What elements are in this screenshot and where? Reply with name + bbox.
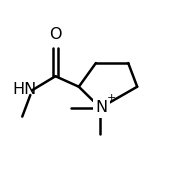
Text: N: N [95, 100, 107, 115]
Text: +: + [106, 93, 116, 103]
Text: HN: HN [13, 82, 37, 97]
Text: O: O [49, 27, 62, 42]
